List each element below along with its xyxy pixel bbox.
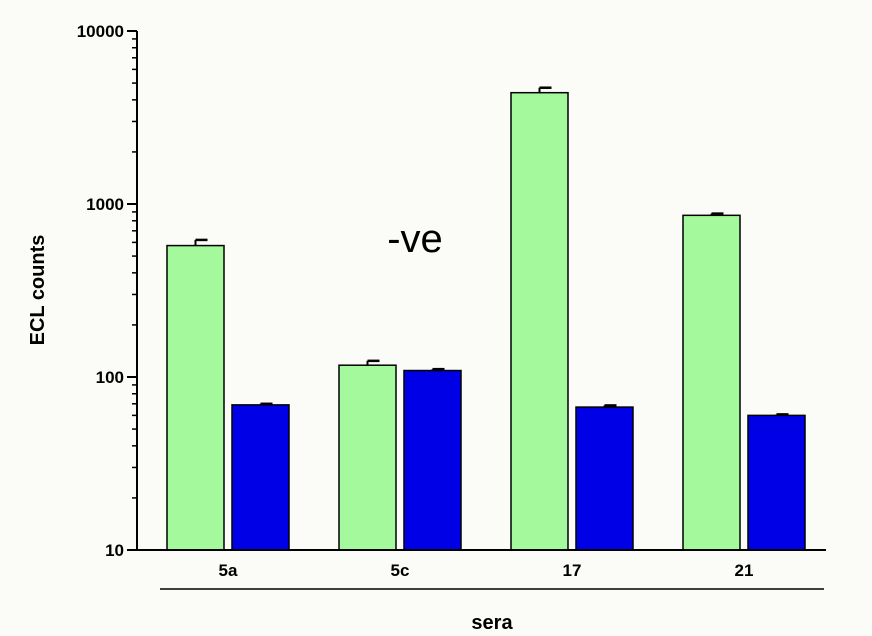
bar bbox=[231, 404, 290, 551]
bar bbox=[510, 91, 569, 551]
x-axis: 5a 5c 17 21 bbox=[137, 549, 826, 590]
bar bbox=[338, 364, 397, 551]
x-tick-label: 5c bbox=[391, 561, 410, 580]
x-tick-label: 5a bbox=[219, 561, 238, 580]
bar bbox=[166, 244, 225, 551]
y-axis: 10 100 1000 10000 bbox=[77, 22, 138, 560]
y-tick-label: 100 bbox=[96, 368, 124, 387]
bars bbox=[166, 86, 806, 551]
bar bbox=[747, 414, 806, 551]
y-tick-label: 10000 bbox=[77, 22, 124, 41]
y-tick-label: 10 bbox=[105, 541, 124, 560]
bar bbox=[682, 214, 741, 551]
x-tick-label: 21 bbox=[735, 561, 754, 580]
annotation-negative: -ve bbox=[387, 217, 443, 261]
x-axis-title: sera bbox=[471, 612, 513, 634]
bar bbox=[403, 369, 462, 551]
y-axis-title: ECL counts bbox=[27, 235, 49, 346]
x-tick-label: 17 bbox=[563, 561, 582, 580]
bar bbox=[575, 406, 634, 551]
y-tick-label: 1000 bbox=[86, 195, 124, 214]
